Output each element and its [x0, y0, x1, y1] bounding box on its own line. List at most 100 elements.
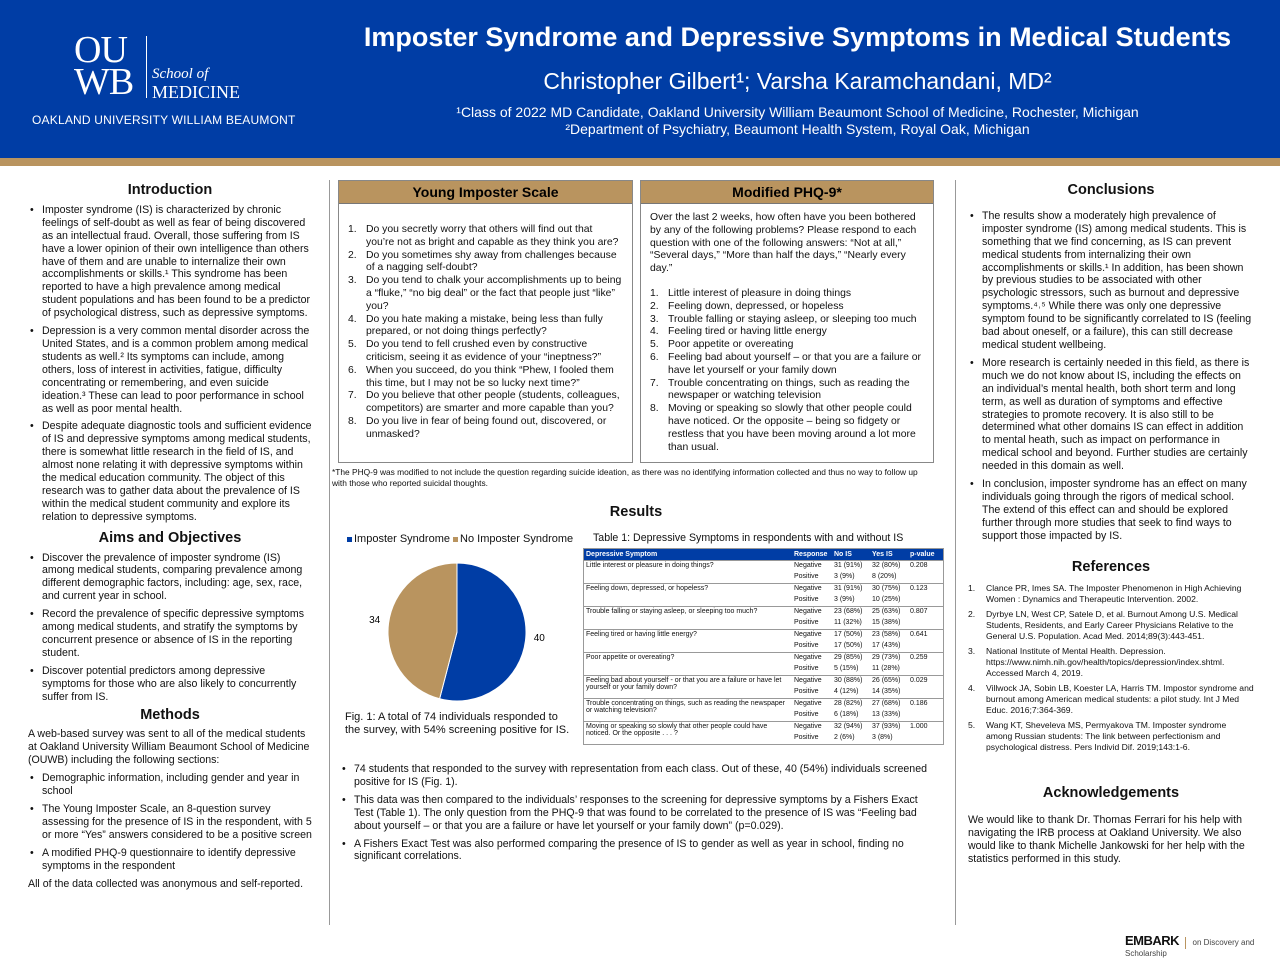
university-name: OAKLAND UNIVERSITY WILLIAM BEAUMONT: [32, 113, 296, 127]
list-item: 5. Wang KT, Sheveleva MS, Permyakova TM. …: [968, 720, 1254, 753]
no-is-cell: 29 (85%): [832, 651, 870, 664]
list-item: 1. Clance PR, Imes SA. The Imposter Pheno…: [968, 583, 1254, 605]
pie-data-label: 40: [534, 633, 546, 644]
methods-list: Demographic information, including gende…: [28, 772, 312, 872]
response-cell: Positive: [794, 687, 819, 695]
left-column: Introduction Imposter syndrome (IS) is c…: [28, 183, 312, 890]
phq9-footnote: *The PHQ-9 was modified to not include t…: [332, 467, 918, 488]
intro-bullet: Depression is a very common mental disor…: [28, 325, 312, 415]
column-divider: [955, 180, 956, 925]
table-row: Feeling tired or having little energy? Ne…: [584, 628, 943, 652]
p-value-cell: 1.000: [908, 720, 943, 744]
right-column: Conclusions The results show a moderatel…: [968, 183, 1254, 866]
yes-is-cell: 14 (35%): [872, 687, 901, 695]
table-header: No IS: [832, 549, 870, 560]
methods-heading: Methods: [140, 706, 200, 723]
symptom-cell: Moving or speaking so slowly that other …: [584, 720, 792, 744]
item-text: Feeling tired or having little energy: [668, 326, 827, 338]
list-item: 5. Do you tend to fell crushed even by co…: [348, 339, 623, 365]
no-is-cell: 3 (9%): [834, 572, 855, 580]
item-number: 8.: [348, 415, 357, 427]
item-number: 4.: [348, 313, 357, 325]
item-number: 3.: [348, 275, 357, 287]
results-section: Results: [338, 505, 934, 526]
item-number: 7.: [650, 377, 659, 389]
table-header: Yes IS: [870, 549, 908, 560]
yes-is-cell: 29 (73%): [870, 651, 908, 664]
response-cell: Negative: [792, 628, 832, 641]
list-item: 3. Do you tend to chalk your accomplishme…: [348, 275, 623, 313]
item-text: Moving or speaking so slowly that other …: [668, 403, 916, 453]
table-header: Response: [792, 549, 832, 560]
table-row: Poor appetite or overeating? Negative 29 (…: [584, 651, 943, 675]
symptom-cell: Poor appetite or overeating?: [584, 651, 792, 675]
response-cell: Negative: [792, 697, 832, 710]
legend-swatch-no-is: [453, 536, 459, 542]
item-text: Do you sometimes shy away from challenge…: [366, 249, 617, 274]
no-is-cell: 11 (32%): [834, 618, 862, 626]
item-number: 2.: [968, 609, 976, 620]
item-text: Feeling bad about yourself – or that you…: [668, 351, 921, 376]
list-item: 5. Poor appetite or overeating: [650, 339, 924, 352]
list-item: 6. Feeling bad about yourself – or that y…: [650, 352, 924, 378]
table-row: Trouble concentrating on things, such as…: [584, 697, 943, 721]
phq9-heading: Modified PHQ-9*: [641, 181, 933, 204]
item-number: 3.: [650, 313, 659, 325]
item-text: Little interest of pleasure in doing thi…: [668, 287, 852, 299]
table-row: Positive 5 (15%) 11 (28%): [584, 664, 943, 676]
pie-data-label: 34: [369, 615, 381, 626]
legend-label-is: Imposter Syndrome: [354, 533, 450, 545]
acknowledgements-text: We would like to thank Dr. Thomas Ferrar…: [968, 814, 1245, 866]
item-number: 3.: [968, 646, 976, 657]
results-bullet: A Fishers Exact Test was also performed …: [340, 838, 930, 864]
item-number: 5.: [650, 339, 659, 351]
no-is-cell: 23 (68%): [832, 605, 870, 618]
conclusion-bullet: In conclusion, imposter syndrome has an …: [968, 478, 1254, 543]
no-is-cell: 31 (91%): [832, 582, 870, 595]
item-text: When you succeed, do you think “Phew, I …: [366, 364, 614, 389]
table-row: Little interest or pleasure in doing thi…: [584, 559, 943, 583]
list-item: 2. Do you sometimes shy away from challen…: [348, 250, 623, 276]
list-item: 4. Villwock JA, Sobin LB, Koester LA, Har…: [968, 683, 1254, 716]
list-item: 1. Do you secretly worry that others will…: [348, 224, 623, 250]
list-item: 3. National Institute of Mental Health. D…: [968, 646, 1254, 679]
no-is-cell: 4 (12%): [834, 687, 859, 695]
table-row: Positive 4 (12%) 14 (35%): [584, 687, 943, 699]
methods-bullet: Demographic information, including gende…: [28, 772, 312, 798]
p-value-cell: 0.186: [908, 697, 943, 721]
results-bullet: This data was then compared to the indiv…: [340, 794, 930, 833]
response-cell: Positive: [794, 664, 819, 672]
conclusion-bullet: More research is certainly needed in thi…: [968, 357, 1254, 473]
p-value-cell: 0.641: [908, 628, 943, 652]
yes-is-cell: 15 (38%): [872, 618, 901, 626]
item-number: 1.: [348, 224, 357, 235]
symptom-cell: Feeling tired or having little energy?: [584, 628, 792, 652]
results-bullet: 74 students that responded to the survey…: [340, 763, 930, 789]
acknowledgements-heading: Acknowledgements: [1042, 785, 1180, 802]
yes-is-cell: 10 (25%): [872, 595, 901, 603]
embark-tagline: on Discovery and Scholarship: [1125, 938, 1255, 958]
phq9-box: Modified PHQ-9* Over the last 2 weeks, h…: [640, 180, 934, 463]
item-number: 1.: [968, 583, 976, 594]
table-row: Positive 11 (32%) 15 (38%): [584, 618, 943, 630]
table-title: Table 1: Depressive Symptoms in responde…: [593, 532, 904, 544]
pie-legend: Imposter Syndrome No Imposter Syndrome: [347, 533, 573, 545]
pie-chart: 40 34: [369, 562, 546, 702]
item-text: Do you tend to chalk your accomplishment…: [366, 275, 622, 312]
no-is-cell: 32 (94%): [832, 720, 870, 733]
column-divider: [329, 180, 330, 925]
no-is-cell: 3 (9%): [834, 595, 855, 603]
list-item: 3. Trouble falling or staying asleep, or …: [650, 314, 924, 327]
yes-is-cell: 8 (20%): [872, 572, 897, 580]
response-cell: Negative: [792, 605, 832, 618]
item-number: 4.: [650, 326, 659, 338]
list-item: 7. Do you believe that other people (stud…: [348, 390, 623, 416]
list-item: 6. When you succeed, do you think “Phew, …: [348, 365, 623, 391]
response-cell: Positive: [794, 733, 819, 741]
results-bullets: 74 students that responded to the survey…: [340, 763, 930, 868]
response-cell: Negative: [792, 582, 832, 595]
list-item: 4. Do you hate making a mistake, being le…: [348, 314, 623, 340]
list-item: 4. Feeling tired or having little energy: [650, 326, 924, 339]
references-list: 1. Clance PR, Imes SA. The Imposter Pheno…: [968, 583, 1254, 753]
legend-swatch-is: [347, 536, 352, 542]
